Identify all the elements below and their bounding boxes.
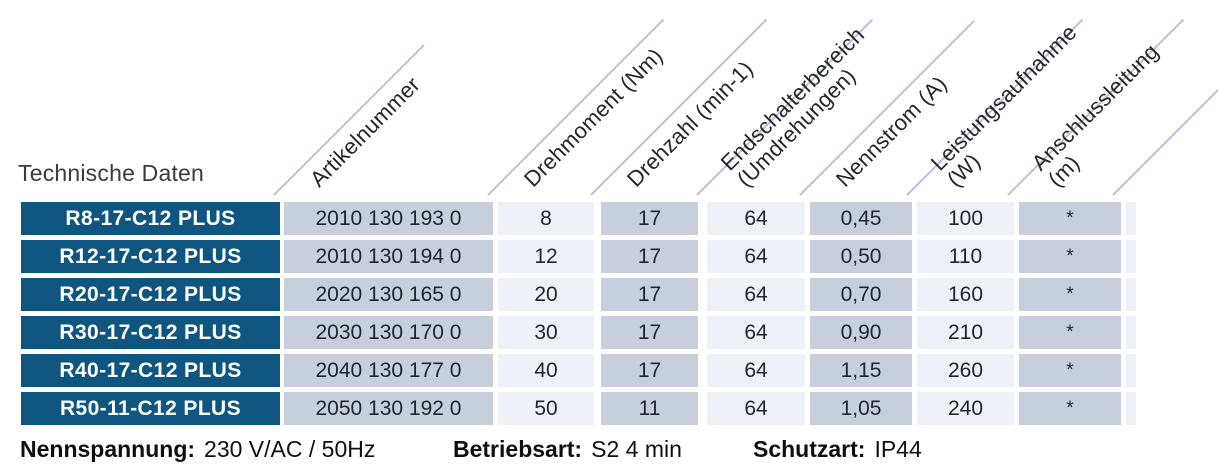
spacer-cell	[1126, 202, 1136, 235]
spec-value: 230 V/AC / 50Hz	[204, 436, 376, 462]
table-row: R50-11-C12 PLUS 2050 130 192 0 50 11 64 1,05 2…	[0, 392, 1218, 425]
cell-drehmoment: 20	[498, 278, 594, 311]
row-label: R50-11-C12 PLUS	[21, 392, 280, 425]
cell-endschalterbereich: 64	[707, 392, 805, 425]
spec-label: Betriebsart:	[453, 436, 583, 462]
cell-anschlussleitung: *	[1019, 202, 1121, 235]
cell-drehmoment: 50	[498, 392, 594, 425]
cell-anschlussleitung: *	[1019, 278, 1121, 311]
cell-anschlussleitung: *	[1019, 316, 1121, 349]
table-row: R20-17-C12 PLUS 2020 130 165 0 20 17 64 0,70 1…	[0, 278, 1218, 311]
table-row: R8-17-C12 PLUS 2010 130 193 0 8 17 64 0,45 100…	[0, 202, 1218, 235]
cell-drehzahl: 11	[601, 392, 698, 425]
cell-drehmoment: 8	[498, 202, 594, 235]
cell-drehmoment: 30	[498, 316, 594, 349]
spec-value: IP44	[874, 436, 922, 462]
spacer-cell	[1126, 278, 1136, 311]
spec-value: S2 4 min	[591, 436, 682, 462]
spacer-cell	[1126, 392, 1136, 425]
spec-item: Betriebsart: S2 4 min	[453, 436, 682, 463]
cell-artikelnummer: 2010 130 193 0	[284, 202, 493, 235]
cell-nennstrom: 1,05	[810, 392, 912, 425]
cell-endschalterbereich: 64	[707, 202, 805, 235]
cell-anschlussleitung: *	[1019, 240, 1121, 273]
cell-leistungsaufnahme: 240	[917, 392, 1014, 425]
spec-label: Nennspannung:	[20, 436, 196, 462]
cell-leistungsaufnahme: 160	[917, 278, 1014, 311]
cell-leistungsaufnahme: 100	[917, 202, 1014, 235]
cell-leistungsaufnahme: 260	[917, 354, 1014, 387]
cell-drehzahl: 17	[601, 240, 698, 273]
cell-nennstrom: 0,50	[810, 240, 912, 273]
table-row: R12-17-C12 PLUS 2010 130 194 0 12 17 64 0,50 1…	[0, 240, 1218, 273]
row-label: R20-17-C12 PLUS	[21, 278, 280, 311]
row-label: R12-17-C12 PLUS	[21, 240, 280, 273]
cell-drehzahl: 17	[601, 278, 698, 311]
cell-drehzahl: 17	[601, 354, 698, 387]
cell-nennstrom: 0,90	[810, 316, 912, 349]
cell-artikelnummer: 2020 130 165 0	[284, 278, 493, 311]
row-label: R30-17-C12 PLUS	[21, 316, 280, 349]
cell-drehmoment: 12	[498, 240, 594, 273]
spacer-cell	[1126, 354, 1136, 387]
table-title: Technische Daten	[18, 160, 205, 186]
spec-item: Schutzart: IP44	[753, 436, 922, 463]
cell-nennstrom: 0,45	[810, 202, 912, 235]
cell-artikelnummer: 2050 130 192 0	[284, 392, 493, 425]
cell-endschalterbereich: 64	[707, 316, 805, 349]
cell-nennstrom: 0,70	[810, 278, 912, 311]
cell-endschalterbereich: 64	[707, 278, 805, 311]
table-row: R30-17-C12 PLUS 2030 130 170 0 30 17 64 0,90 2…	[0, 316, 1218, 349]
cell-drehzahl: 17	[601, 202, 698, 235]
cell-artikelnummer: 2030 130 170 0	[284, 316, 493, 349]
cell-anschlussleitung: *	[1019, 392, 1121, 425]
row-label: R8-17-C12 PLUS	[21, 202, 280, 235]
cell-artikelnummer: 2010 130 194 0	[284, 240, 493, 273]
cell-nennstrom: 1,15	[810, 354, 912, 387]
cell-endschalterbereich: 64	[707, 354, 805, 387]
spec-label: Schutzart:	[753, 436, 866, 462]
header-diagonal-rule-artikelnummer	[273, 44, 425, 196]
cell-leistungsaufnahme: 210	[917, 316, 1014, 349]
table-row: R40-17-C12 PLUS 2040 130 177 0 40 17 64 1,15 2…	[0, 354, 1218, 387]
column-header-artikelnummer: Artikelnummer	[305, 71, 425, 192]
cell-anschlussleitung: *	[1019, 354, 1121, 387]
cell-leistungsaufnahme: 110	[917, 240, 1014, 273]
cell-drehzahl: 17	[601, 316, 698, 349]
spacer-cell	[1126, 316, 1136, 349]
spec-item: Nennspannung: 230 V/AC / 50Hz	[20, 436, 375, 463]
cell-drehmoment: 40	[498, 354, 594, 387]
row-label: R40-17-C12 PLUS	[21, 354, 280, 387]
spacer-cell	[1126, 240, 1136, 273]
cell-artikelnummer: 2040 130 177 0	[284, 354, 493, 387]
cell-endschalterbereich: 64	[707, 240, 805, 273]
